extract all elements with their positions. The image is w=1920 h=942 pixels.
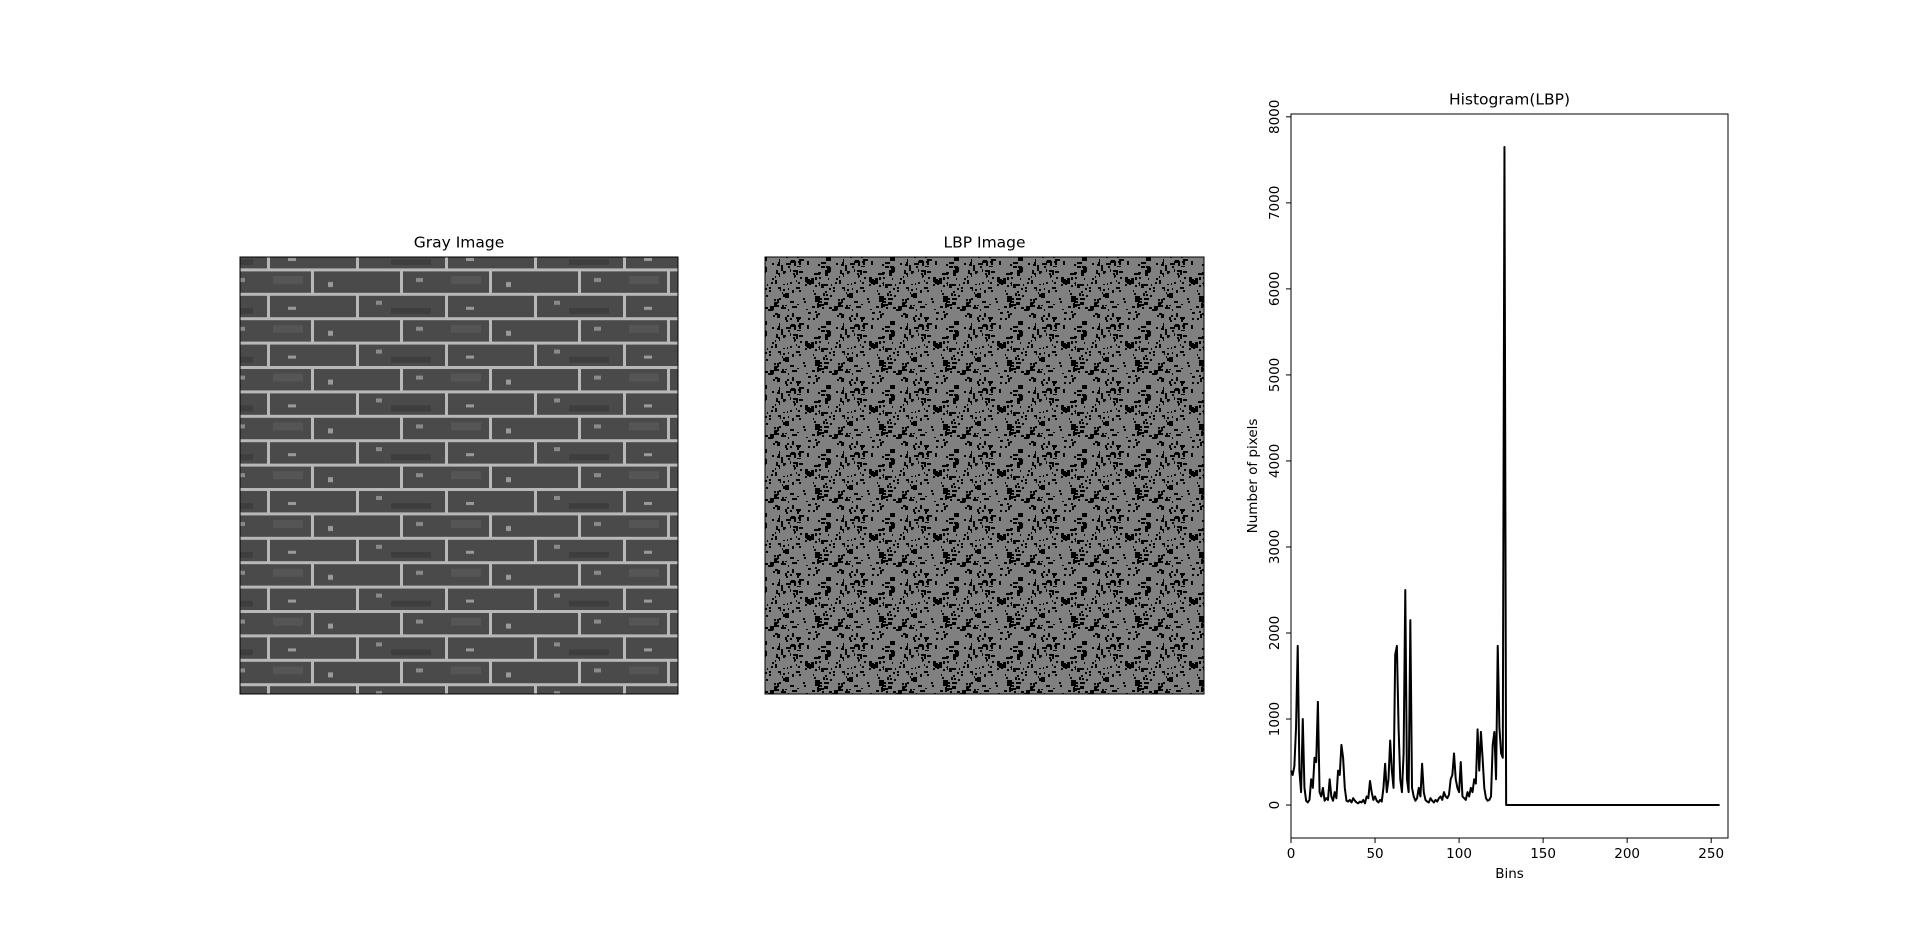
x-tick-label: 150 (1530, 846, 1556, 862)
chart-title: Histogram(LBP) (1449, 91, 1570, 109)
x-axis-label: Bins (1495, 866, 1524, 882)
y-tick-label: 5000 (1267, 358, 1283, 392)
x-tick-label: 100 (1446, 846, 1472, 862)
y-axis-label: Number of pixels (1245, 419, 1261, 534)
y-tick-label: 1000 (1267, 702, 1283, 736)
x-tick-label: 50 (1366, 846, 1383, 862)
histogram-line (1290, 145, 1720, 807)
y-tick-label: 4000 (1267, 444, 1283, 478)
x-tick-label: 250 (1698, 846, 1724, 862)
y-tick-label: 6000 (1267, 272, 1283, 306)
x-tick-label: 200 (1614, 846, 1640, 862)
x-tick-label: 0 (1287, 846, 1296, 862)
panel-title: Gray Image (414, 234, 505, 252)
image (764, 256, 1205, 695)
image (239, 256, 679, 695)
plot-area (1290, 113, 1729, 839)
y-tick-label: 8000 (1267, 100, 1283, 134)
y-tick-label: 0 (1267, 801, 1283, 810)
y-tick-label: 7000 (1267, 186, 1283, 220)
panel-title: LBP Image (943, 234, 1025, 252)
y-tick-label: 2000 (1267, 616, 1283, 650)
y-tick-label: 3000 (1267, 530, 1283, 564)
